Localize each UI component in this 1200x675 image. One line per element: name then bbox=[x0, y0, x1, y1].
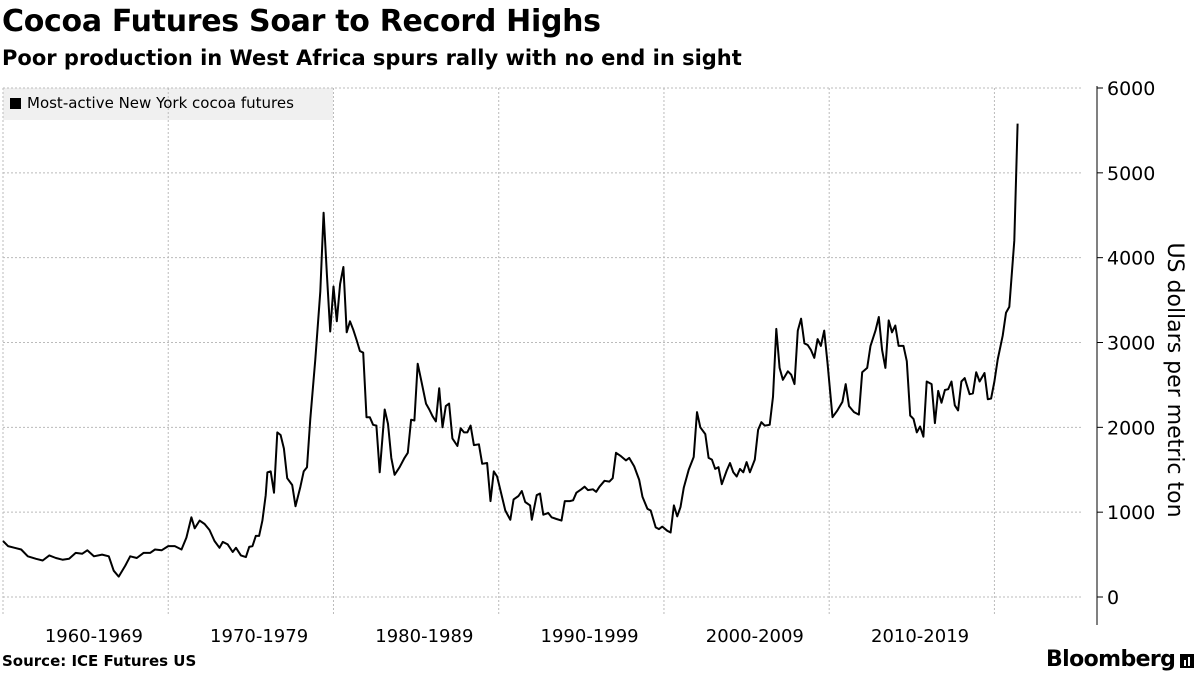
x-axis: 1960-1969 1970-1979 1980-1989 1990-1999 2000… bbox=[45, 626, 969, 647]
gridlines bbox=[2, 87, 1082, 615]
legend: Most-active New York cocoa futures bbox=[10, 94, 294, 112]
source-note: Source: ICE Futures US bbox=[2, 652, 197, 670]
x-tick-label: 1960-1969 bbox=[45, 626, 143, 647]
y-tick-label: 6000 bbox=[1107, 78, 1155, 100]
x-tick-label: 2000-2009 bbox=[706, 626, 804, 647]
y-axis-label: US dollars per metric ton bbox=[1162, 242, 1187, 517]
y-tick-label: 4000 bbox=[1107, 248, 1155, 270]
y-tick-label: 0 bbox=[1107, 587, 1119, 609]
y-tick-label: 2000 bbox=[1107, 417, 1155, 439]
cocoa-futures-line bbox=[2, 123, 1019, 578]
brand-logo: Bloomberg bbox=[1046, 647, 1176, 672]
legend-swatch bbox=[10, 98, 21, 109]
y-tick-label: 1000 bbox=[1107, 502, 1155, 524]
x-tick-label: 1970-1979 bbox=[210, 626, 308, 647]
chart-subtitle: Poor production in West Africa spurs ral… bbox=[2, 46, 742, 70]
y-tick-label: 3000 bbox=[1107, 333, 1155, 355]
x-tick-label: 1990-1999 bbox=[541, 626, 639, 647]
x-tick-label: 2010-2019 bbox=[871, 626, 969, 647]
chart-title: Cocoa Futures Soar to Record Highs bbox=[2, 4, 601, 39]
y-tick-label: 5000 bbox=[1107, 163, 1155, 185]
y-axis: 0 1000 2000 3000 4000 5000 6000 bbox=[1096, 78, 1155, 625]
legend-label: Most-active New York cocoa futures bbox=[27, 94, 294, 112]
bloomberg-mark-icon bbox=[1180, 654, 1194, 668]
x-tick-label: 1980-1989 bbox=[375, 626, 473, 647]
